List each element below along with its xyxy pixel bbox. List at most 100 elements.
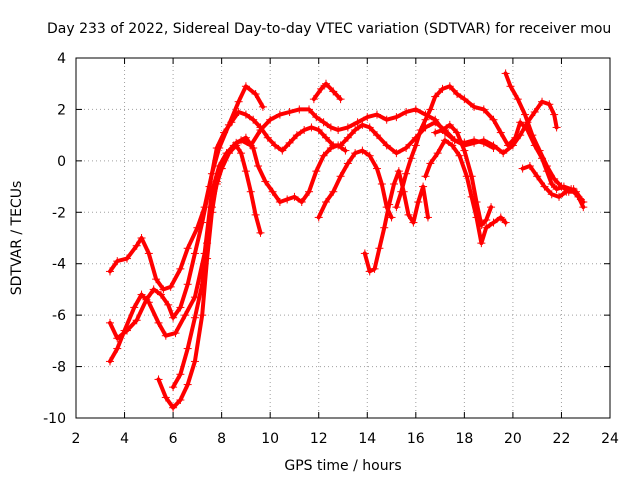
series-arc-6: [309, 79, 345, 104]
x-tick-label: 4: [120, 431, 129, 447]
data-point: [297, 198, 306, 206]
data-point: [166, 282, 175, 291]
data-point: [363, 113, 372, 122]
data-point: [309, 95, 318, 104]
data-point: [122, 254, 131, 263]
data-point: [156, 290, 165, 299]
data-point: [251, 210, 260, 219]
data-point: [113, 257, 122, 266]
x-tick-label: 12: [310, 431, 328, 447]
data-point: [113, 334, 122, 343]
data-point: [535, 146, 544, 155]
data-point: [176, 396, 185, 404]
data-point: [105, 357, 114, 366]
data-point: [440, 136, 449, 145]
series-arc-2: [105, 97, 561, 366]
series-line: [362, 169, 430, 274]
data-point: [341, 146, 350, 155]
data-point: [550, 174, 559, 183]
data-point: [411, 105, 420, 114]
data-point: [385, 200, 394, 209]
data-point: [402, 169, 411, 178]
data-point: [169, 403, 178, 412]
data-point: [392, 203, 401, 212]
data-point: [365, 267, 374, 276]
data-point: [392, 113, 401, 122]
data-point: [336, 95, 345, 104]
x-tick-label: 18: [455, 431, 473, 447]
x-tick-label: 22: [553, 431, 571, 447]
data-point: [453, 90, 462, 98]
series-arc-13: [518, 162, 585, 204]
data-point: [499, 149, 508, 158]
data-point: [467, 172, 476, 181]
data-point: [382, 115, 391, 124]
data-point: [130, 303, 139, 312]
data-point: [409, 218, 418, 227]
data-point: [569, 185, 578, 194]
data-point: [137, 234, 146, 242]
y-tick-label: -10: [43, 411, 66, 427]
data-point: [377, 180, 386, 188]
data-point: [343, 123, 352, 132]
data-point: [105, 267, 114, 276]
series-line: [108, 110, 496, 341]
series-line: [423, 138, 508, 246]
data-point: [241, 82, 250, 91]
data-point: [552, 185, 561, 194]
data-point: [212, 180, 221, 188]
data-point: [234, 108, 243, 116]
data-point: [421, 115, 430, 124]
data-point: [518, 164, 527, 173]
data-point: [154, 318, 163, 327]
data-point: [416, 126, 425, 134]
data-point: [237, 149, 246, 158]
x-tick-label: 16: [407, 431, 425, 447]
data-point: [183, 380, 192, 389]
data-point: [322, 198, 331, 206]
data-point: [516, 118, 525, 127]
data-point: [479, 105, 488, 114]
y-tick-label: -6: [52, 308, 66, 324]
data-point: [137, 290, 146, 299]
data-point: [312, 167, 321, 176]
data-point: [392, 149, 401, 158]
data-point: [375, 244, 384, 253]
data-point: [261, 177, 270, 186]
data-point: [190, 357, 199, 366]
data-point: [217, 164, 226, 173]
data-point: [207, 203, 216, 212]
data-point: [540, 182, 549, 191]
data-point: [477, 239, 486, 248]
data-point: [472, 198, 481, 206]
data-point: [283, 195, 292, 204]
data-point: [555, 192, 564, 201]
data-point: [183, 244, 192, 253]
data-point: [319, 118, 328, 127]
data-point: [525, 162, 534, 170]
data-point: [183, 344, 192, 353]
data-point: [557, 182, 566, 191]
data-point: [496, 128, 505, 137]
data-point: [278, 146, 287, 155]
data-point: [370, 264, 379, 273]
data-point: [169, 313, 178, 322]
data-point: [292, 131, 301, 140]
data-point: [438, 126, 447, 134]
data-point: [423, 213, 432, 222]
data-point: [113, 344, 122, 353]
data-point: [300, 126, 309, 134]
data-point: [351, 149, 360, 158]
data-point: [460, 95, 469, 104]
x-axis-label: GPS time / hours: [284, 458, 401, 474]
data-point: [224, 149, 233, 158]
data-point: [387, 213, 396, 222]
data-point: [181, 311, 190, 320]
y-axis-ticks: 4 2 0 -2 -4 -6 -8 -10: [43, 51, 610, 427]
plot-area: [105, 69, 588, 412]
data-point: [533, 172, 542, 181]
data-point: [445, 82, 454, 91]
data-point: [372, 110, 381, 119]
data-point: [266, 115, 275, 124]
data-point: [438, 84, 447, 93]
